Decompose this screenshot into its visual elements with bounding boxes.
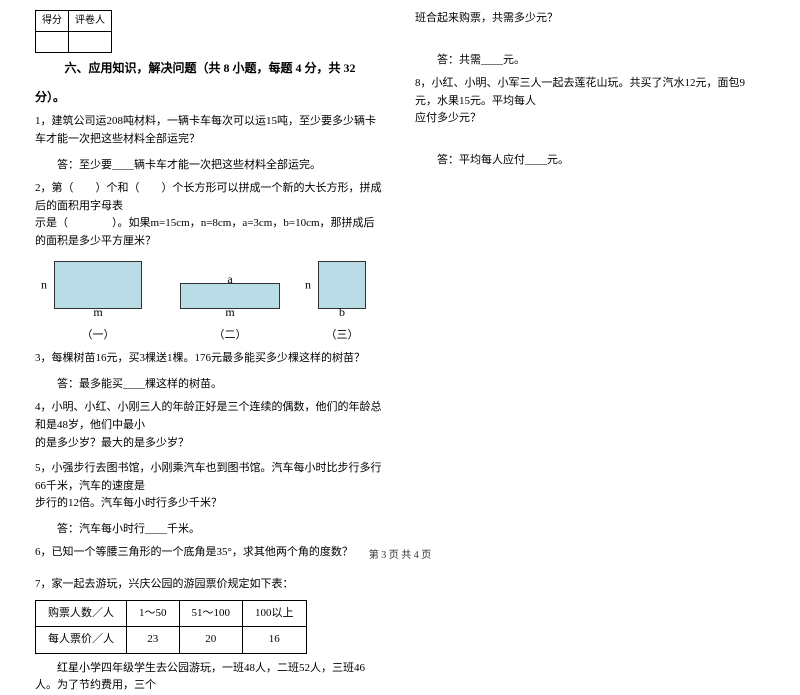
question-2: 2，第（ ）个和（ ）个长方形可以拼成一个新的大长方形，拼成后的面积用字母表 示… (35, 180, 385, 250)
question-5-answer: 答：汽车每小时行____千米。 (35, 521, 385, 539)
q8-line2: 应付多少元？ (415, 112, 481, 124)
price-table-header-row: 购票人数／人 1～50 51～100 100以上 (36, 600, 307, 627)
shape-1-left-label: n (41, 275, 47, 294)
q2-line2: 示是（ ）。如果m=15cm，n=8cm，a=3cm，b=10cm，那拼成后的面… (35, 217, 375, 247)
pt-r0: 每人票价／人 (36, 627, 127, 654)
score-table: 得分 评卷人 (35, 10, 112, 53)
question-1-answer: 答：至少要____辆卡车才能一次把这些材料全部运完。 (35, 157, 385, 175)
shape-2-top-label: a (227, 270, 232, 289)
score-cell-label: 得分 (36, 11, 69, 32)
shape-2-caption: （二） (180, 327, 280, 345)
q4-line2: 的是多少岁？最大的是多少岁？ (35, 437, 189, 449)
grader-cell-blank (69, 32, 112, 53)
question-1: 1，建筑公司运208吨材料，一辆卡车每次可以运15吨，至少要多少辆卡车才能一次把… (35, 113, 385, 148)
score-cell-blank (36, 32, 69, 53)
shape-1-caption: （一） (54, 327, 142, 345)
shape-1-rect: n m (54, 261, 142, 309)
shape-3-group: n b （三） (318, 261, 366, 345)
q2-line1: 2，第（ ）个和（ ）个长方形可以拼成一个新的大长方形，拼成后的面积用字母表 (35, 182, 382, 212)
q8-line1: 8，小红、小明、小军三人一起去莲花山玩。共买了汽水12元，面包9元，水果15元。… (415, 77, 745, 107)
q5-line1: 5，小强步行去图书馆，小刚乘汽车也到图书馆。汽车每小时比步行多行66千米，汽车的… (35, 462, 382, 492)
pt-r1: 23 (127, 627, 180, 654)
pt-h0: 购票人数／人 (36, 600, 127, 627)
pt-h3: 100以上 (243, 600, 307, 627)
grader-cell-label: 评卷人 (69, 11, 112, 32)
section-title-line2: 分）。 (35, 88, 385, 107)
question-7-intro: 7，家一起去游玩，兴庆公园的游园票价规定如下表： (35, 576, 385, 594)
question-8-answer: 答：平均每人应付____元。 (415, 152, 765, 170)
q4-line1: 4，小明、小红、小刚三人的年龄正好是三个连续的偶数，他们的年龄总和是48岁，他们… (35, 401, 382, 431)
question-5: 5，小强步行去图书馆，小刚乘汽车也到图书馆。汽车每小时比步行多行66千米，汽车的… (35, 460, 385, 513)
shape-3-left-label: n (305, 275, 311, 294)
page-container: 得分 评卷人 六、应用知识，解决问题（共 8 小题，每题 4 分，共 32 分）… (0, 0, 800, 545)
pt-h1: 1～50 (127, 600, 180, 627)
left-column: 得分 评卷人 六、应用知识，解决问题（共 8 小题，每题 4 分，共 32 分）… (20, 10, 400, 545)
shape-2-rect: a m (180, 283, 280, 309)
question-7-continued: 班合起来购票，共需多少元？ (415, 10, 765, 28)
shape-3-bottom-label: b (339, 303, 345, 322)
question-3-answer: 答：最多能买____棵这样的树苗。 (35, 376, 385, 394)
pt-h2: 51～100 (179, 600, 243, 627)
shape-1-bottom-label: m (93, 303, 102, 322)
question-7-tail: 红星小学四年级学生去公园游玩，一班48人，二班52人，三班46人。为了节约费用，… (35, 660, 385, 695)
shape-1-group: n m （一） (54, 261, 142, 345)
shape-2-bottom-label: m (225, 303, 234, 322)
right-column: 班合起来购票，共需多少元？ 答：共需____元。 8，小红、小明、小军三人一起去… (400, 10, 780, 545)
price-table-data-row: 每人票价／人 23 20 16 (36, 627, 307, 654)
shapes-row: n m （一） a m （二） n b （三） (35, 261, 385, 345)
price-table: 购票人数／人 1～50 51～100 100以上 每人票价／人 23 20 16 (35, 600, 307, 654)
page-footer: 第 3 页 共 4 页 (0, 546, 800, 561)
question-3: 3，每棵树苗16元，买3棵送1棵。176元最多能买多少棵这样的树苗？ (35, 350, 385, 368)
question-8: 8，小红、小明、小军三人一起去莲花山玩。共买了汽水12元，面包9元，水果15元。… (415, 75, 765, 128)
shape-3-rect: n b (318, 261, 366, 309)
question-4: 4，小明、小红、小刚三人的年龄正好是三个连续的偶数，他们的年龄总和是48岁，他们… (35, 399, 385, 452)
pt-r3: 16 (243, 627, 307, 654)
q5-line2: 步行的12倍。汽车每小时行多少千米？ (35, 497, 222, 509)
section-title-line1: 六、应用知识，解决问题（共 8 小题，每题 4 分，共 32 (35, 59, 385, 78)
pt-r2: 20 (179, 627, 243, 654)
shape-3-caption: （三） (318, 327, 366, 345)
question-7-answer: 答：共需____元。 (415, 52, 765, 70)
shape-2-group: a m （二） (180, 283, 280, 345)
